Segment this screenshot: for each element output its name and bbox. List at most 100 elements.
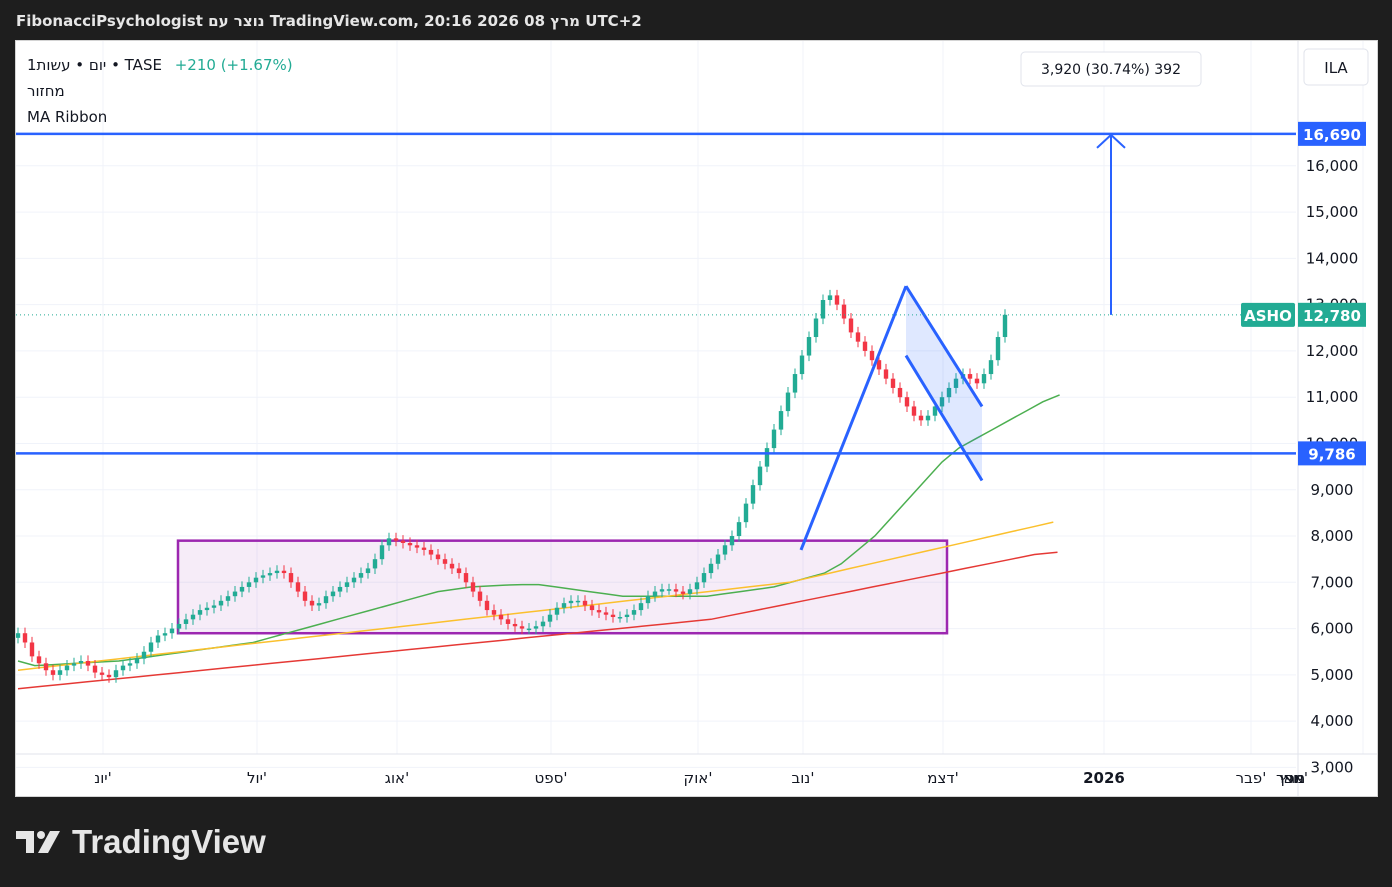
legend-volume[interactable]: מחזור — [27, 82, 65, 100]
candle-body — [659, 589, 665, 592]
candle-body — [806, 337, 812, 356]
candle-body — [316, 603, 322, 606]
candle-body — [274, 570, 280, 574]
candle-body — [925, 415, 931, 421]
ticker-badge: ASHO — [1241, 302, 1295, 327]
time-tick-label: מרץ — [1279, 769, 1306, 787]
candle-body — [141, 651, 147, 659]
candle-body — [932, 406, 938, 416]
ticker-badge-text: ASHO — [1244, 307, 1292, 325]
candle-body — [64, 665, 70, 671]
candle-body — [190, 614, 196, 620]
candle-body — [624, 614, 630, 618]
candle-body — [666, 589, 672, 591]
candle-body — [309, 600, 315, 606]
consolidation-box[interactable] — [176, 539, 949, 635]
candle-body — [701, 573, 707, 583]
candle-body — [582, 600, 588, 606]
candle-body — [897, 387, 903, 398]
ma-mid-line[interactable] — [17, 521, 1054, 671]
candle-body — [589, 605, 595, 611]
candle-body — [491, 610, 497, 615]
measure-arrow-head — [1096, 133, 1126, 149]
candle-body — [722, 545, 728, 555]
candle-body — [337, 586, 343, 592]
ma-slow-line[interactable] — [17, 551, 1058, 690]
candle-body — [526, 628, 532, 631]
candle-body — [330, 591, 336, 597]
price-tick-label: 7,000 — [1311, 573, 1354, 591]
candle-body — [92, 665, 98, 673]
candle-body — [155, 635, 161, 643]
level-badge-text: 16,690 — [1303, 126, 1361, 144]
candle-body — [596, 610, 602, 613]
time-tick-label: ספט' — [535, 769, 568, 787]
candle-body — [484, 600, 490, 611]
candle-body — [134, 658, 140, 664]
last-price-text: 12,780 — [1303, 307, 1361, 325]
candle-body — [827, 295, 833, 301]
candle-body — [540, 621, 546, 627]
candle-body — [617, 617, 623, 619]
brand-name: TradingView — [72, 823, 266, 860]
candle-body — [547, 614, 553, 622]
currency-button-box — [1303, 48, 1369, 86]
candle-body — [99, 672, 105, 675]
time-tick-label: פבר' — [1236, 769, 1267, 787]
plot-area[interactable] — [16, 132, 1296, 690]
chart-title: FibonacciPsychologist נוצר עם TradingVie… — [16, 12, 642, 30]
candle-body — [834, 295, 840, 305]
legend-ma-ribbon[interactable]: MA Ribbon — [27, 108, 108, 126]
last-price-badge: 12,780 — [1298, 302, 1366, 327]
time-tick-label: אוג' — [385, 769, 409, 787]
time-tick-label: נוב' — [792, 769, 815, 787]
price-tick-label: 16,000 — [1306, 157, 1359, 175]
candle-body — [246, 582, 252, 587]
candle-body — [981, 374, 987, 384]
candle-body — [771, 429, 777, 449]
price-tick-label: 15,000 — [1306, 203, 1359, 221]
candle-body — [995, 337, 1001, 361]
candle-body — [36, 656, 42, 664]
flag-lower-line[interactable] — [904, 354, 984, 482]
candle-body — [16, 633, 21, 638]
candle-body — [344, 582, 350, 587]
candle-body — [862, 341, 868, 351]
price-chart[interactable]: 3,920 (30.74%) 392 ILA 3,000 4,000 5,000 6,00… — [16, 41, 1377, 796]
candle-body — [988, 360, 994, 375]
candle-body — [428, 549, 434, 555]
time-tick-label: יול' — [247, 769, 267, 787]
candle-body — [554, 607, 560, 615]
candle-body — [43, 663, 49, 671]
time-tick-label: ונ — [1287, 769, 1297, 787]
candle-body — [197, 610, 203, 615]
candle-body — [169, 628, 175, 634]
legend-symbol-row: 1יום • עשות • TASE +210 (+1.67%) — [27, 56, 293, 74]
candle-body — [687, 589, 693, 594]
candle-body — [449, 563, 455, 569]
time-tick-label: מאי — [1280, 769, 1304, 787]
candle-body — [512, 623, 518, 627]
candle-body — [57, 670, 63, 675]
uptrend-line[interactable] — [799, 285, 908, 551]
candle-body — [29, 642, 35, 657]
currency-button[interactable]: ILA — [1303, 48, 1369, 86]
candle-body — [204, 607, 210, 611]
candle-body — [127, 663, 133, 666]
candle-body — [652, 591, 658, 597]
candle-body — [603, 612, 609, 615]
candle-body — [694, 582, 700, 590]
flag-upper-line[interactable] — [904, 285, 984, 408]
currency-button-label: ILA — [1324, 59, 1348, 77]
candle-body — [183, 619, 189, 624]
candle-body — [967, 374, 973, 379]
candle-body — [50, 670, 56, 675]
price-tick-label: 12,000 — [1306, 342, 1359, 360]
candle-body — [288, 573, 294, 583]
candle-body — [260, 575, 266, 578]
candle-body — [505, 619, 511, 624]
candle-body — [631, 610, 637, 615]
candle-body — [218, 600, 224, 606]
candle-body — [232, 591, 238, 597]
candle-body — [757, 466, 763, 486]
